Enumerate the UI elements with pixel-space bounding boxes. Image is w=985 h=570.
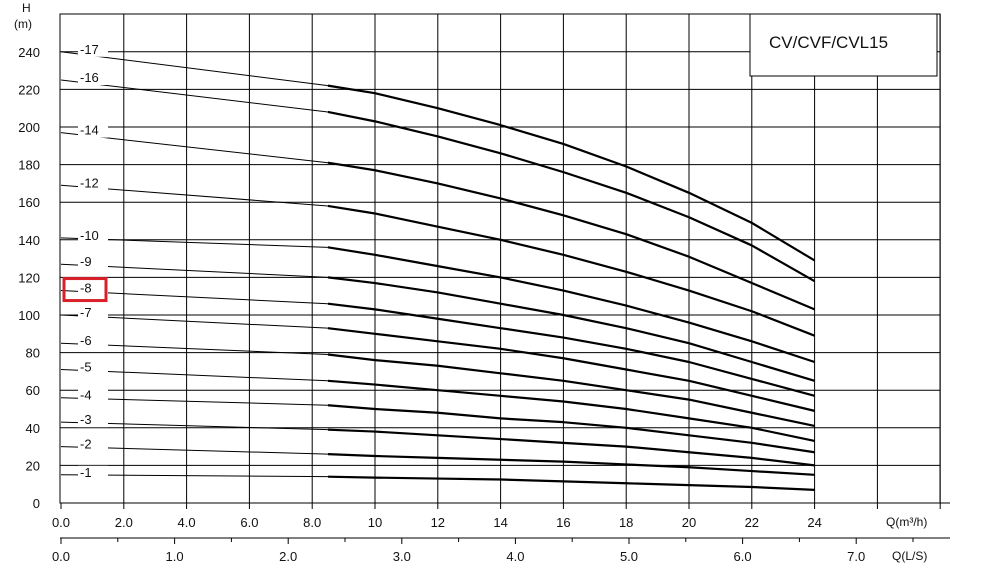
curve-label-bg bbox=[78, 334, 108, 349]
curve-label: -3 bbox=[80, 412, 92, 427]
x-tick-label: 24 bbox=[807, 515, 821, 530]
curve-thick-n4 bbox=[327, 404, 815, 454]
x-tick-label: 18 bbox=[619, 515, 633, 530]
curve-label-bg bbox=[78, 281, 108, 296]
curve-label: -14 bbox=[80, 123, 99, 138]
curve-label: -16 bbox=[80, 70, 99, 85]
curve-label: -9 bbox=[80, 254, 92, 269]
x-axis-secondary-label: Q(L/S) bbox=[892, 549, 927, 563]
curve-thick-n12 bbox=[327, 204, 815, 337]
x-secondary-tick-label: 0.0 bbox=[52, 549, 70, 564]
curve-thick-n16 bbox=[327, 110, 816, 283]
x-axis-label: Q(m³/h) bbox=[886, 515, 927, 529]
curve-thin-n16 bbox=[60, 79, 328, 113]
x-secondary-tick-label: 3.0 bbox=[393, 549, 411, 564]
curve-layer bbox=[60, 51, 816, 491]
y-tick-label: 0 bbox=[33, 496, 40, 511]
curve-thick-n17 bbox=[327, 84, 816, 262]
x-tick-label: 22 bbox=[745, 515, 759, 530]
x-tick-label: 10 bbox=[368, 515, 382, 530]
x-tick-label: 14 bbox=[493, 515, 507, 530]
curve-label-bg bbox=[78, 42, 108, 57]
curve-thick-n9 bbox=[327, 276, 815, 382]
curve-thin-n14 bbox=[60, 132, 328, 164]
x-tick-label: 4.0 bbox=[178, 515, 196, 530]
axis-layer: 0 20 40 60 80 100 120 140 160 180 200 220 240 0.0 2.0 4… bbox=[18, 45, 950, 564]
x-secondary-tick-label: 7.0 bbox=[847, 549, 865, 564]
y-tick-label: 40 bbox=[26, 421, 40, 436]
title-box bbox=[749, 13, 938, 77]
x-secondary-tick-label: 5.0 bbox=[620, 549, 638, 564]
curve-label-bg bbox=[78, 413, 108, 428]
y-tick-label: 80 bbox=[26, 346, 40, 361]
curve-label: -12 bbox=[80, 175, 99, 190]
x-secondary-tick-label: 4.0 bbox=[506, 549, 524, 564]
curve-label: -7 bbox=[80, 305, 92, 320]
y-tick-label: 140 bbox=[18, 233, 40, 248]
curve-thin-n17 bbox=[60, 51, 328, 87]
y-tick-label: 180 bbox=[18, 158, 40, 173]
curve-label-bg bbox=[78, 176, 108, 191]
curve-label-bg bbox=[78, 360, 108, 375]
y-tick-label: 240 bbox=[18, 45, 40, 60]
curve-thick-n5 bbox=[327, 379, 815, 443]
y-axis-label: H bbox=[22, 1, 31, 15]
y-tick-label: 120 bbox=[18, 270, 40, 285]
curve-label-bg bbox=[78, 437, 108, 452]
curve-label-bg bbox=[78, 388, 108, 403]
x-tick-label: 8.0 bbox=[303, 515, 321, 530]
curve-label: -17 bbox=[80, 42, 99, 57]
plot-frame bbox=[59, 13, 941, 504]
curve-label-bg bbox=[78, 465, 108, 480]
x-tick-label: 16 bbox=[556, 515, 570, 530]
curve-thick-n10 bbox=[327, 246, 815, 364]
curve-thick-n2 bbox=[327, 453, 815, 476]
x-tick-label: 6.0 bbox=[240, 515, 258, 530]
curve-label-layer: -1 -2 -3 -4 -5 -6 -7 -8 -9 -10 -12 -14 -16 -17 bbox=[62, 42, 108, 480]
chart-title: CV/CVF/CVL15 bbox=[769, 33, 888, 52]
curve-thick-n6 bbox=[327, 353, 815, 427]
curve-thick-n7 bbox=[327, 327, 815, 412]
x-secondary-tick-label: 6.0 bbox=[734, 549, 752, 564]
y-axis-unit: (m) bbox=[14, 17, 32, 31]
curve-thick-n3 bbox=[327, 428, 815, 467]
y-tick-label: 160 bbox=[18, 195, 40, 210]
y-tick-label: 220 bbox=[18, 82, 40, 97]
x-tick-label: 2.0 bbox=[115, 515, 133, 530]
curve-label: -10 bbox=[80, 228, 99, 243]
x-tick-label: 12 bbox=[431, 515, 445, 530]
y-tick-label: 100 bbox=[18, 308, 40, 323]
curve-label-bg bbox=[78, 228, 108, 243]
highlight-box bbox=[62, 277, 108, 303]
x-secondary-tick-label: 2.0 bbox=[279, 549, 297, 564]
curve-label-bg bbox=[78, 71, 108, 85]
x-secondary-tick-label: 1.0 bbox=[166, 549, 184, 564]
y-tick-label: 60 bbox=[26, 383, 40, 398]
y-tick-label: 200 bbox=[18, 120, 40, 135]
curve-thick-n8 bbox=[327, 302, 815, 397]
curve-label: -4 bbox=[80, 388, 92, 403]
grid-layer bbox=[59, 13, 941, 504]
x-tick-label: 0.0 bbox=[52, 515, 70, 530]
curve-label: -1 bbox=[80, 465, 92, 480]
curve-label: -8 bbox=[80, 281, 92, 296]
x-tick-label: 20 bbox=[682, 515, 696, 530]
curve-thick-n14 bbox=[327, 161, 816, 311]
y-tick-label: 20 bbox=[26, 458, 40, 473]
curve-label: -5 bbox=[80, 360, 92, 375]
curve-label: -2 bbox=[80, 437, 92, 452]
curve-label: -6 bbox=[80, 333, 92, 348]
curve-label-bg bbox=[78, 123, 108, 138]
curve-thick-n1 bbox=[327, 475, 815, 491]
curve-label-bg bbox=[78, 255, 108, 270]
curve-label-bg bbox=[78, 306, 108, 320]
